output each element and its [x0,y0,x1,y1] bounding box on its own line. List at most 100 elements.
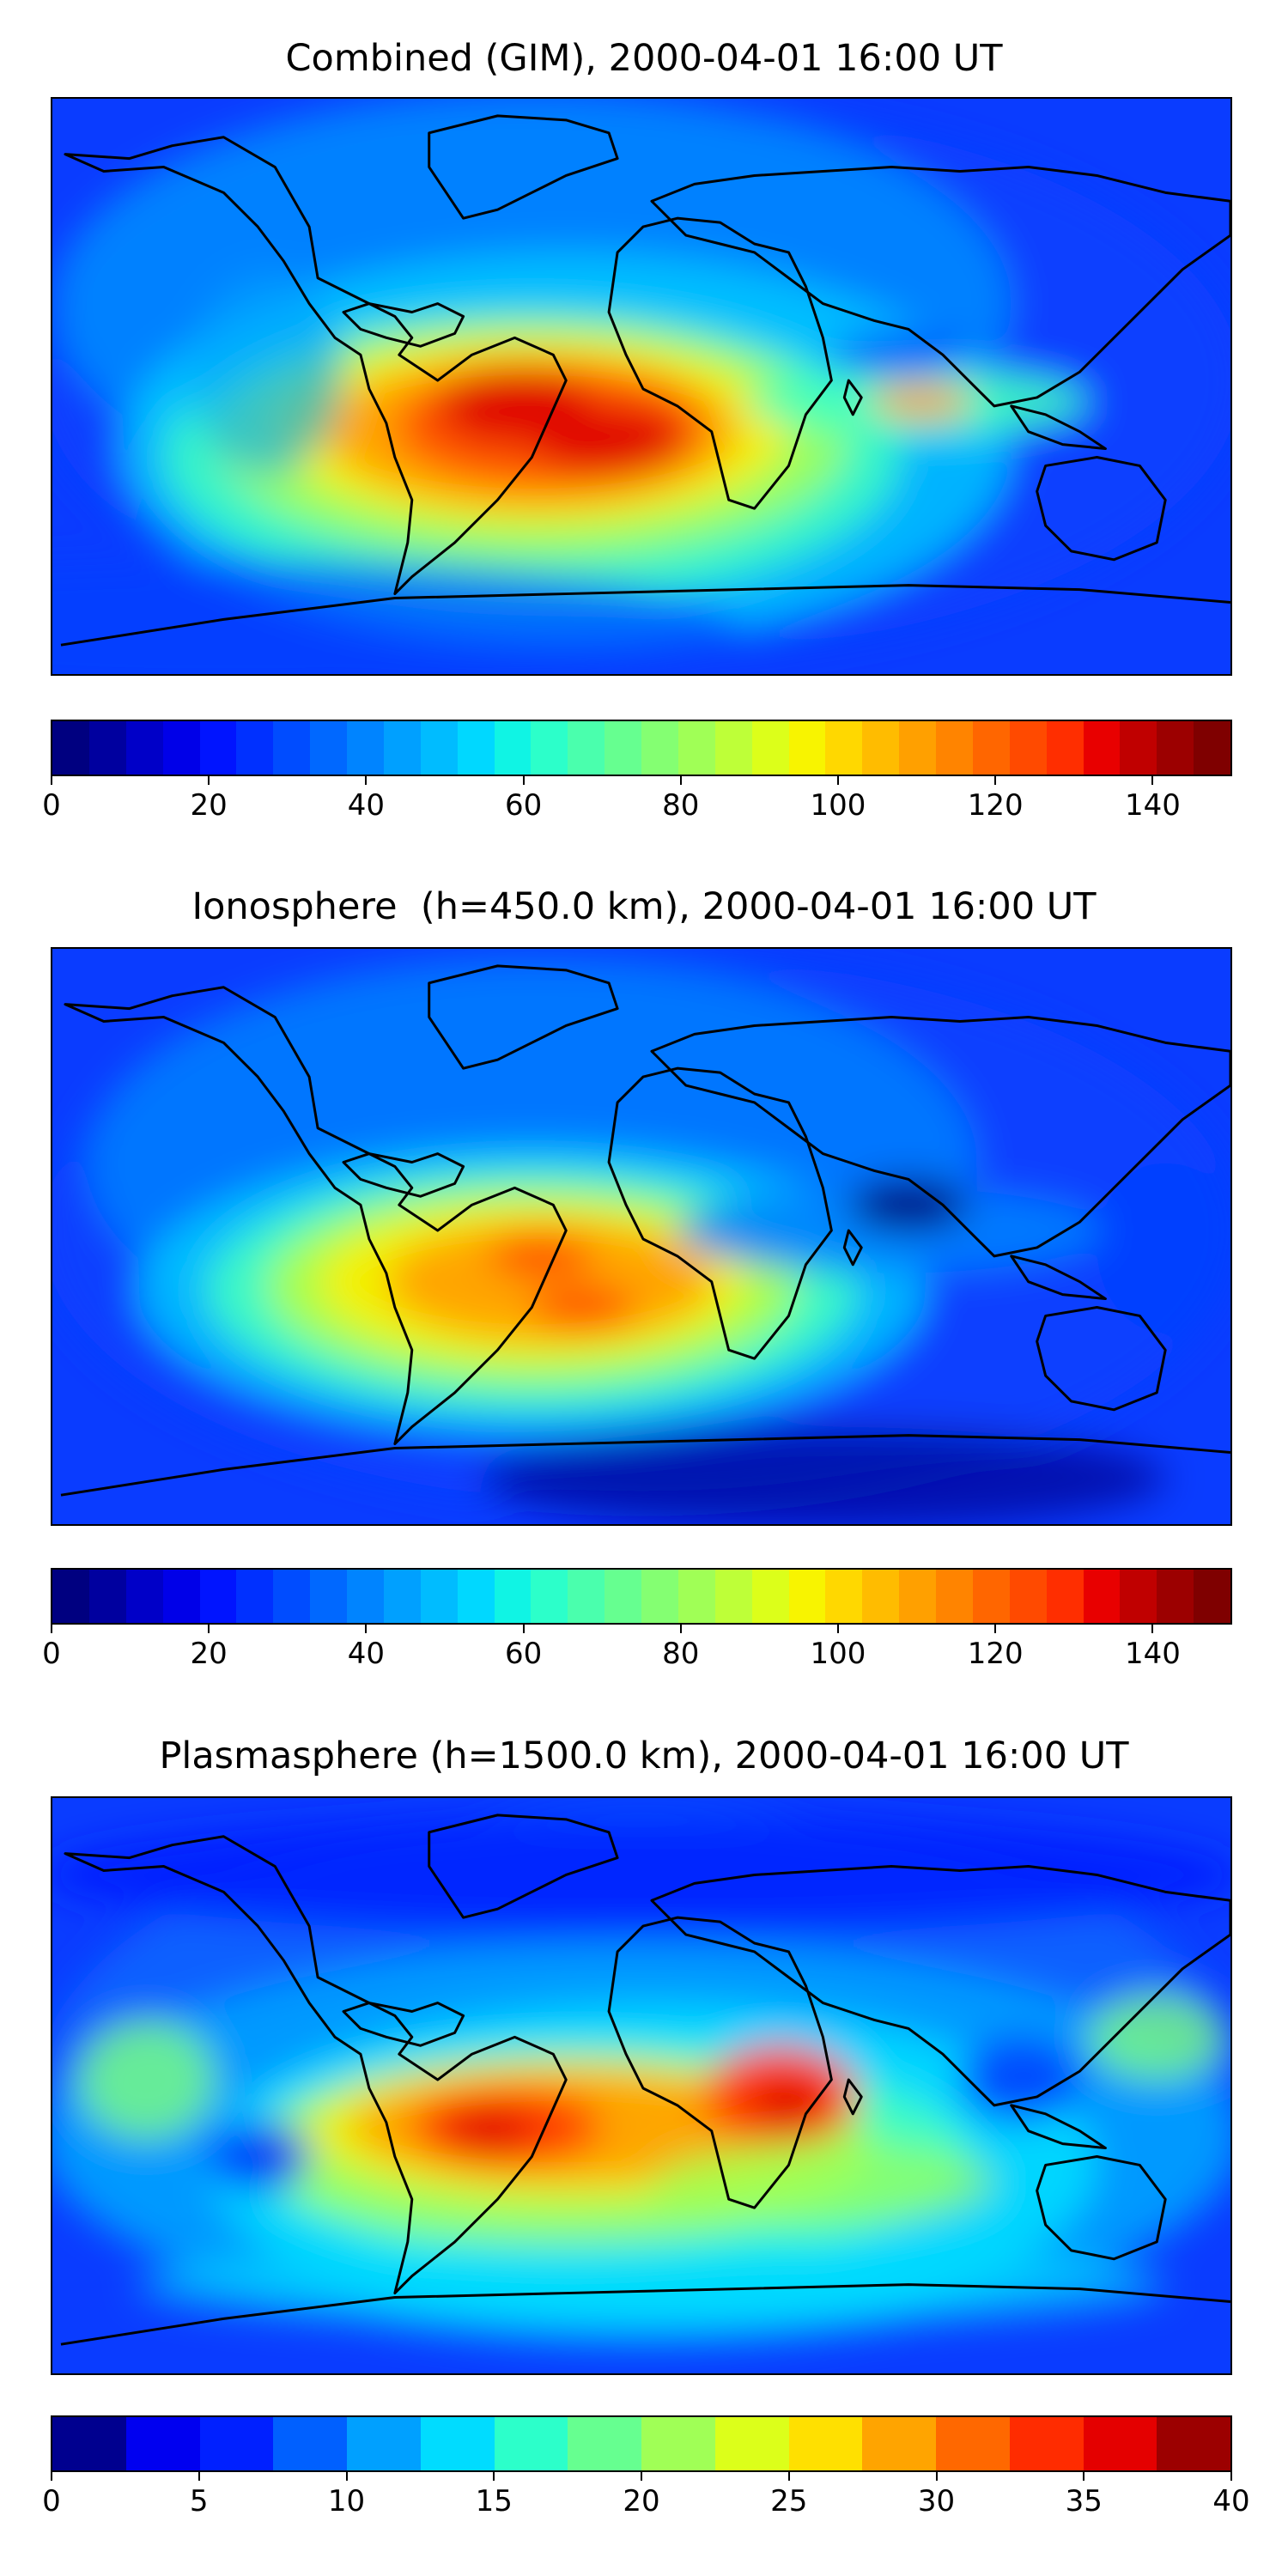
colorbar-swatch [862,2417,936,2470]
colorbar-swatch [862,1570,900,1623]
colorbar-tick [679,1625,682,1633]
colorbar-swatch [310,1570,347,1623]
colorbar-swatch [347,1570,384,1623]
colorbar-swatch [936,2417,1010,2470]
colorbar-swatch [494,1570,532,1623]
colorbar-swatch [862,721,900,775]
colorbar-swatch [236,721,274,775]
colorbar-tick-label: 120 [967,788,1024,823]
colorbar-tick-label: 35 [1065,2484,1103,2518]
colorbar-tick-label: 10 [327,2484,366,2518]
colorbar-swatch [347,721,384,775]
colorbar-swatch [1009,721,1047,775]
colorbar-swatch [568,1570,605,1623]
colorbar-swatch [236,1570,274,1623]
colorbar-swatch [1009,1570,1047,1623]
colorbar-tick [994,1625,997,1633]
colorbar-swatch [420,1570,458,1623]
colorbar-swatch [751,1570,789,1623]
colorbar-tick [493,2472,495,2481]
colorbar-swatch [1120,721,1157,775]
colorbar-swatch [531,1570,568,1623]
colorbar-swatch [714,1570,752,1623]
colorbar-swatch [568,2417,641,2470]
colorbar-swatch [88,1570,126,1623]
colorbar-plasmasphere [51,2415,1232,2472]
colorbar-swatch [936,1570,973,1623]
colorbar-tick [935,2472,938,2481]
colorbar-tick [522,1625,525,1633]
colorbar-tick [208,1625,210,1633]
colorbar-swatch [1194,721,1230,775]
colorbar-swatch [677,721,715,775]
colorbar-swatch [125,721,163,775]
colorbar-ionosphere [51,1568,1232,1625]
colorbar-swatch [347,2417,421,2470]
colorbar-swatch [1120,1570,1157,1623]
colorbar-tick-label: 60 [504,1637,543,1671]
colorbar-swatch [88,721,126,775]
colorbar-tick [197,2472,200,2481]
colorbar-tick-label: 20 [190,788,228,823]
colorbar-tick-label: 30 [917,2484,956,2518]
colorbar-swatch [1157,2417,1230,2470]
colorbar-swatch [420,2417,495,2470]
colorbar-tick [837,776,839,785]
colorbar-swatch [1046,1570,1084,1623]
colorbar-swatch [1083,721,1121,775]
colorbar-swatch [273,2417,347,2470]
colorbar-tick-label: 40 [1212,2484,1250,2518]
colorbar-swatch [383,721,421,775]
map-field [52,1798,1230,2373]
colorbar-swatch [788,721,826,775]
colorbar-tick-label: 20 [623,2484,660,2518]
colorbar-swatch [273,721,311,775]
colorbar-ticks-ionosphere: 0 20 40 60 80 100 120 140 [42,1625,1232,1676]
colorbar-swatch [1157,1570,1194,1623]
colorbar-swatch [199,2417,274,2470]
colorbar-swatch [972,1570,1010,1623]
colorbar-tick-label: 80 [662,788,700,823]
colorbar-tick-label: 100 [810,788,866,823]
colorbar-tick-label: 0 [42,2484,61,2518]
colorbar-swatch [936,721,973,775]
colorbar-tick-label: 40 [347,788,386,823]
colorbar-tick [51,2472,52,2481]
colorbar-swatch [1083,2417,1157,2470]
coastlines [60,1814,1230,2346]
colorbar-swatch [899,1570,936,1623]
colorbar-swatch [1083,1570,1121,1623]
colorbar-tick [51,776,52,785]
colorbar-tick [345,2472,348,2481]
colorbar-combined [51,720,1232,776]
colorbar-swatch [641,721,678,775]
colorbar-tick [522,776,525,785]
colorbar-swatch [494,721,532,775]
colorbar-tick-label: 20 [190,1637,228,1671]
tec-map-plasmasphere [51,1796,1232,2375]
colorbar-swatch [383,1570,421,1623]
colorbar-swatch [605,721,641,775]
colorbar-swatch [899,721,936,775]
colorbar-tick [365,776,368,785]
colorbar-tick [787,2472,790,2481]
colorbar-swatch [751,721,789,775]
colorbar-ticks-plasmasphere: 0 5 10 15 20 25 30 35 40 [42,2472,1250,2524]
colorbar-swatch [125,2417,200,2470]
colorbar-swatch [52,1570,89,1623]
colorbar-swatch [714,2417,789,2470]
colorbar-swatch [199,1570,237,1623]
colorbar-tick [208,776,210,785]
colorbar-swatch [1157,721,1194,775]
colorbar-tick-label: 0 [42,1637,61,1671]
colorbar-tick-label: 40 [347,1637,386,1671]
colorbar-tick [365,1625,368,1633]
colorbar-tick-label: 5 [189,2484,209,2518]
colorbar-swatch [531,721,568,775]
colorbar-swatch [162,1570,200,1623]
colorbar-swatch [199,721,237,775]
colorbar-swatch [788,2417,863,2470]
colorbar-swatch [641,2417,715,2470]
colorbar-tick-label: 60 [504,788,543,823]
tec-map-combined [51,97,1232,676]
